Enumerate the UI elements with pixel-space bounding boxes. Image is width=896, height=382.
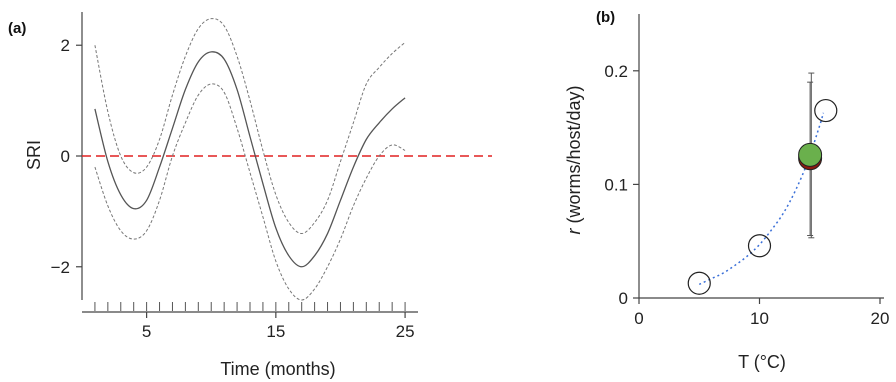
sri-lower-ci-line bbox=[94, 83, 406, 301]
sri-upper-ci-line bbox=[94, 18, 406, 235]
panel-a-x-tick-label: 5 bbox=[142, 322, 151, 341]
panel-b-x-ticks: 0 10 20 bbox=[634, 298, 889, 328]
panel-a-x-tick-label: 15 bbox=[266, 322, 285, 341]
panel-b-rate-chart: (b) r (worms/host/day) T (°C) 0 0.1 0.2 0 1… bbox=[564, 9, 889, 372]
data-point bbox=[747, 234, 772, 258]
panel-a-y-tick-label: 2 bbox=[61, 36, 70, 55]
panel-b-x-tick-label: 0 bbox=[634, 309, 643, 328]
panel-b-y-tick-label: 0.2 bbox=[604, 62, 628, 81]
panel-a-label: (a) bbox=[8, 20, 26, 37]
panel-a-rug-ticks bbox=[94, 302, 406, 311]
panel-a-x-axis-label: Time (months) bbox=[220, 359, 335, 379]
panel-a-x-ticks: 5 15 25 bbox=[142, 312, 415, 341]
panel-b-x-tick-label: 20 bbox=[871, 309, 890, 328]
panel-b-y-axis-label-unit: (worms/host/day) bbox=[564, 85, 584, 228]
panel-b-y-tick-label: 0 bbox=[619, 289, 628, 308]
panel-a-sri-chart: (a) SRI Time (months) −2 0 2 5 15 25 bbox=[8, 12, 492, 379]
panel-b-label: (b) bbox=[596, 9, 615, 26]
data-point bbox=[814, 98, 838, 123]
panel-a-y-tick-label: 0 bbox=[61, 147, 70, 166]
panel-b-y-tick-label: 0.1 bbox=[604, 175, 628, 194]
fitted-curve bbox=[698, 112, 825, 286]
panel-a-plot-area bbox=[82, 18, 492, 301]
data-point bbox=[687, 271, 711, 295]
panel-b-y-axis-label: r (worms/host/day) bbox=[564, 85, 584, 234]
panel-b-y-ticks: 0 0.1 0.2 bbox=[604, 62, 639, 308]
panel-a-x-tick-label: 25 bbox=[396, 322, 415, 341]
panel-b-y-axis-label-symbol: r bbox=[564, 228, 584, 235]
panel-a-y-axis-label: SRI bbox=[24, 140, 44, 170]
panel-a-y-tick-label: −2 bbox=[51, 258, 70, 277]
panel-b-x-tick-label: 10 bbox=[750, 309, 769, 328]
highlight-data-point bbox=[798, 142, 823, 167]
panel-b-x-axis-label: T (°C) bbox=[738, 352, 786, 372]
sri-estimate-line bbox=[94, 51, 406, 268]
panel-a-y-ticks: −2 0 2 bbox=[51, 36, 82, 277]
panel-b-plot-area bbox=[687, 72, 838, 295]
